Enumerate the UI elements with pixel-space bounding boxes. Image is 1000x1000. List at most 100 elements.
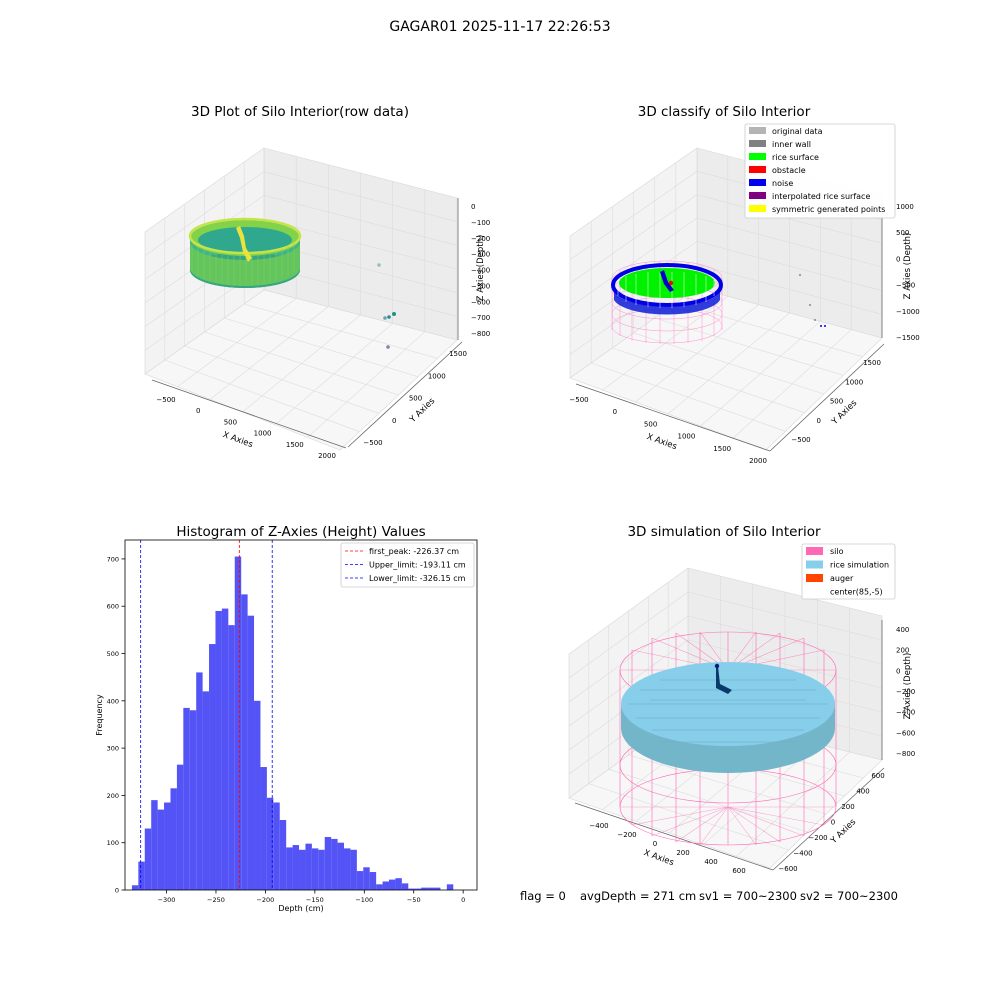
legend-label: rice surface (772, 153, 819, 162)
histogram-bar (324, 837, 332, 890)
panel2-silo-classification (611, 260, 723, 344)
legend-swatch (749, 166, 766, 173)
panel4-auger (716, 665, 732, 694)
panel1-ztick: −400 (471, 267, 490, 275)
legend-swatch (749, 153, 766, 160)
panel1-ztick: −500 (471, 282, 490, 290)
panel2-title: 3D classify of Silo Interior (638, 104, 811, 120)
histogram-bar (279, 820, 287, 890)
panel2-outlier-point (824, 325, 826, 327)
panel1-ztick: −800 (471, 330, 490, 338)
y-tick-label: 200 (107, 792, 119, 800)
histogram-bar (209, 644, 216, 890)
panel-simulation: 3D simulation of Silo Interior −400 −200 0… (568, 524, 915, 875)
panel1-ztick: −600 (471, 298, 490, 306)
panel2-outlier-point (799, 274, 801, 276)
panel4-ytick: −200 (808, 834, 827, 842)
histogram-bar (241, 594, 248, 890)
histogram-bar (292, 845, 300, 890)
y-tick-label: 600 (107, 603, 119, 611)
panel2-zlabel: Z Axies (Depth) (903, 233, 913, 300)
legend-label: Upper_limit: -193.11 cm (369, 561, 466, 570)
panel2-outliers (799, 274, 826, 327)
x-tick-label: −50 (407, 896, 421, 904)
panel4-legend: silo rice simulation auger center(85,-5) (801, 543, 896, 600)
panel1-title: 3D Plot of Silo Interior(row data) (191, 104, 409, 120)
legend-label: center(85,-5) (830, 588, 883, 597)
panel1-xtick: 1500 (286, 441, 304, 449)
panel2-xtick: 500 (644, 420, 657, 428)
histogram-bar (350, 849, 357, 890)
panel4-y-axis (772, 767, 885, 871)
histogram-bar (299, 849, 306, 890)
panel2-ytick: 1500 (863, 359, 881, 367)
histogram-bar (234, 556, 242, 890)
histogram-bar (157, 809, 165, 890)
panel2-noise-ring (611, 263, 723, 307)
panel2-ytick: 1000 (845, 378, 863, 386)
legend-label: obstacle (772, 166, 806, 175)
panel4-ztick: −400 (896, 709, 915, 717)
y-tick-label: 100 (107, 839, 119, 847)
panel1-outlier-point (392, 312, 396, 316)
x-tick-label: −100 (355, 896, 373, 904)
x-tick-label: −300 (158, 896, 176, 904)
histogram-bar (196, 672, 203, 890)
panel4-ytick: −600 (778, 865, 797, 873)
histogram-bar (170, 788, 177, 890)
panel4-xtick: −400 (589, 822, 608, 830)
x-tick-label: 0 (461, 896, 465, 904)
histogram-frame (124, 539, 478, 891)
panel-classify: 3D classify of Silo Interior −500 0 500 100… (569, 104, 920, 465)
histogram-bar (318, 849, 325, 890)
panel4-ztick: −200 (896, 688, 915, 696)
histogram-bar (273, 802, 280, 890)
legend-label: original data (772, 127, 823, 136)
histogram-reference-lines (140, 540, 273, 890)
histogram-bar (337, 842, 345, 890)
histogram-bar (202, 691, 210, 890)
histogram-bar (414, 888, 422, 890)
histogram-ticks: −300 −250 −200 −150 −100 −50 0 0 100 200 300 400 500… (107, 555, 466, 904)
panel2-outlier-point (820, 325, 822, 327)
histogram-bar (401, 883, 409, 890)
histogram-bars (131, 556, 454, 890)
panel1-rice-inner (198, 227, 292, 253)
histogram-bar (395, 878, 402, 890)
panel4-ytick: 400 (856, 788, 869, 796)
panel4-ztick: 200 (896, 647, 909, 655)
panel1-outlier-point (386, 345, 390, 349)
panel1-ztick: 0 (471, 203, 475, 211)
panel1-outlier-point (387, 315, 391, 319)
panel1-outlier-point (383, 316, 387, 320)
legend-label: first_peak: -226.37 cm (369, 547, 459, 556)
histogram-bar (286, 847, 293, 890)
histogram-bar (176, 764, 184, 890)
panel4-title: 3D simulation of Silo Interior (627, 524, 821, 540)
panel2-obstacle-points (660, 270, 674, 292)
panel2-legend-items: original data inner wall rice surface obsta… (749, 127, 885, 214)
panel4-xlabel: X Axies (642, 848, 675, 868)
legend-label: rice simulation (830, 561, 889, 570)
histogram-bar (131, 885, 139, 890)
legend-label: auger (830, 574, 854, 583)
panel2-ytick: 0 (817, 417, 821, 425)
panel2-ztick: 0 (896, 255, 900, 263)
panel1-ytick: −500 (363, 439, 382, 447)
legend-swatch (749, 192, 766, 199)
y-tick-label: 0 (115, 887, 119, 895)
panel1-xtick: 2000 (318, 452, 336, 460)
panel1-ztick: −700 (471, 314, 490, 322)
panel2-ztick: 1000 (896, 203, 914, 211)
legend-label: silo (830, 547, 844, 556)
panel2-xtick: 2000 (749, 457, 767, 465)
legend-label: Lower_limit: -326.15 cm (369, 574, 466, 583)
panel1-ytick: 1500 (449, 350, 467, 358)
panel1-xlabel: X Axies (221, 430, 254, 450)
panel4-ytick: 0 (831, 819, 835, 827)
histogram-bar (215, 610, 222, 890)
panel4-zlabel: Z Axies (Depth) (903, 653, 913, 720)
panel1-ztick: −300 (471, 251, 490, 259)
panel4-auger-top (714, 663, 720, 669)
panel2-x-axis (575, 383, 771, 452)
